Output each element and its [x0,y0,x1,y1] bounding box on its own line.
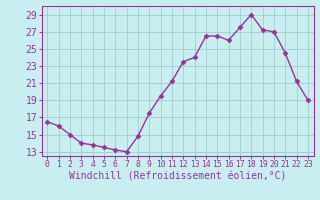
X-axis label: Windchill (Refroidissement éolien,°C): Windchill (Refroidissement éolien,°C) [69,172,286,182]
